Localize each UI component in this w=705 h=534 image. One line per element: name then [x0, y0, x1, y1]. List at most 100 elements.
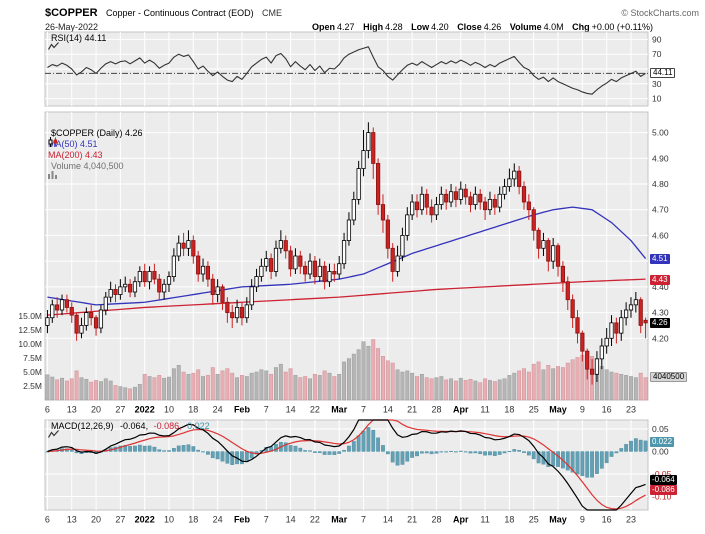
svg-text:0.00: 0.00	[652, 447, 669, 457]
volume-legend-text: Volume 4,040,500	[51, 161, 124, 171]
svg-text:21: 21	[407, 405, 417, 415]
rsi-legend-text: RSI(14) 44.11	[51, 33, 107, 43]
svg-text:4.20: 4.20	[652, 333, 669, 343]
price-axis-labels: 5.004.904.804.704.604.504.404.304.20	[652, 128, 669, 344]
svg-text:23: 23	[626, 405, 636, 415]
x-tick-labels: 6 13 20 27 2022 10 18 24 Feb 7 14 22 Mar 7 14 21 28 Apr 11…	[45, 405, 636, 415]
svg-text:28: 28	[431, 405, 441, 415]
symbol: $COPPER	[45, 7, 98, 19]
horizontal-gridlines	[45, 38, 648, 100]
svg-text:7.5M: 7.5M	[23, 353, 42, 363]
svg-text:22: 22	[310, 405, 320, 415]
open-value: 4.27	[337, 22, 355, 32]
quote-line: Open 4.27 High 4.28 Low 4.20 Close 4.26 Volu…	[306, 22, 699, 32]
svg-text:14: 14	[383, 515, 393, 525]
svg-text:Mar: Mar	[331, 405, 348, 415]
svg-text:Mar: Mar	[331, 515, 348, 525]
chg-value: +0.00 (+0.11%)	[591, 22, 653, 32]
svg-text:15.0M: 15.0M	[18, 311, 42, 321]
svg-text:0.05: 0.05	[652, 424, 669, 434]
macd-line	[47, 419, 646, 511]
open-label: Open	[312, 22, 336, 32]
svg-text:16: 16	[602, 515, 612, 525]
svg-text:4.90: 4.90	[652, 153, 669, 163]
svg-text:9: 9	[580, 405, 585, 415]
svg-text:2022: 2022	[135, 405, 155, 415]
svg-text:22: 22	[310, 515, 320, 525]
svg-text:4.80: 4.80	[652, 179, 669, 189]
x-axis-main: 6 13 20 27 2022 10 18 24 Feb 7 14 22 Mar 7 14 21 28 Apr 11…	[45, 405, 636, 415]
svg-text:27: 27	[115, 405, 125, 415]
macd-hist-badge: 0.022	[650, 437, 675, 447]
macd-legend-hist: 0.022	[187, 421, 210, 431]
svg-text:4.60: 4.60	[652, 230, 669, 240]
price-panel: 5.004.904.804.704.604.504.404.304.2015.0…	[18, 111, 669, 401]
macd-legend-signal: -0.086,	[153, 421, 182, 431]
copyright: © StockCharts.com	[621, 8, 699, 18]
ma50-line	[47, 206, 647, 306]
svg-text:11: 11	[480, 405, 489, 415]
close-value-badge: 4.26	[650, 318, 670, 328]
svg-text:10.0M: 10.0M	[18, 339, 42, 349]
chg-label: Chg	[572, 22, 590, 32]
svg-text:70: 70	[652, 49, 662, 59]
svg-text:May: May	[549, 515, 567, 525]
svg-text:6: 6	[45, 405, 50, 415]
macd-axis-labels: 0.05 0.00 -0.05 -0.10	[652, 424, 672, 502]
svg-text:16: 16	[602, 405, 612, 415]
rsi-legend: RSI(14) 44.11	[48, 33, 107, 50]
svg-text:4.30: 4.30	[652, 308, 669, 318]
candlesticks	[45, 122, 648, 385]
svg-text:24: 24	[213, 515, 223, 525]
svg-text:14: 14	[286, 405, 296, 415]
svg-text:4.70: 4.70	[652, 205, 669, 215]
svg-text:2.5M: 2.5M	[23, 381, 42, 391]
svg-text:Apr: Apr	[453, 405, 469, 415]
svg-text:-0.10: -0.10	[652, 492, 672, 502]
close-label: Close	[457, 22, 482, 32]
instrument-name: Copper - Continuous Contract (EOD)	[106, 8, 254, 18]
svg-text:Feb: Feb	[234, 405, 251, 415]
volume-label: Volume	[509, 22, 542, 32]
svg-text:7: 7	[264, 515, 269, 525]
svg-text:25: 25	[529, 405, 539, 415]
svg-text:21: 21	[407, 515, 417, 525]
svg-text:Apr: Apr	[453, 515, 469, 525]
svg-text:20: 20	[91, 515, 101, 525]
svg-text:5.0M: 5.0M	[23, 367, 42, 377]
svg-text:30: 30	[652, 79, 662, 89]
svg-text:18: 18	[188, 405, 198, 415]
ma50-legend-text: MA(50) 4.51	[48, 139, 98, 149]
svg-text:11: 11	[480, 515, 489, 525]
svg-text:7: 7	[361, 515, 366, 525]
ma200-legend-text: MA(200) 4.43	[48, 150, 103, 160]
svg-text:14: 14	[383, 405, 393, 415]
ma200-value-badge: 4.43	[650, 275, 670, 285]
price-legend: $COPPER (Daily) 4.26 MA(50) 4.51 MA(200)…	[48, 128, 143, 179]
svg-text:9: 9	[580, 515, 585, 525]
svg-text:-0.05: -0.05	[652, 469, 672, 479]
svg-text:18: 18	[504, 515, 514, 525]
svg-text:18: 18	[188, 515, 198, 525]
macd-legend-macd: -0.064,	[120, 421, 149, 431]
high-value: 4.28	[385, 22, 403, 32]
vertical-gridlines	[46, 112, 632, 400]
svg-text:7: 7	[361, 405, 366, 415]
rsi-value-badge: 44.11	[650, 68, 676, 78]
ma50-value-badge: 4.51	[650, 254, 670, 264]
rsi-axis-labels: 90 70 30 10	[652, 34, 662, 103]
svg-text:13: 13	[67, 515, 77, 525]
x-axis-macd: 6 13 20 27 2022 10 18 24 Feb 7 14 22 Mar 7 14 21 28 Apr 11…	[45, 515, 636, 525]
macd-signal-badge: -0.086	[650, 485, 677, 495]
svg-text:18: 18	[504, 405, 514, 415]
svg-text:10: 10	[164, 405, 174, 415]
x-tick-labels: 6 13 20 27 2022 10 18 24 Feb 7 14 22 Mar 7 14 21 28 Apr 11…	[45, 515, 636, 525]
macd-signal-line	[47, 419, 646, 510]
symbol-legend-text: $COPPER (Daily) 4.26	[51, 128, 143, 138]
low-value: 4.20	[431, 22, 449, 32]
chart-header: $COPPER Copper - Continuous Contract (EO…	[0, 3, 705, 32]
volume-bars	[45, 339, 648, 401]
macd-value-badge: -0.064	[650, 475, 677, 485]
svg-text:5.00: 5.00	[652, 128, 669, 138]
